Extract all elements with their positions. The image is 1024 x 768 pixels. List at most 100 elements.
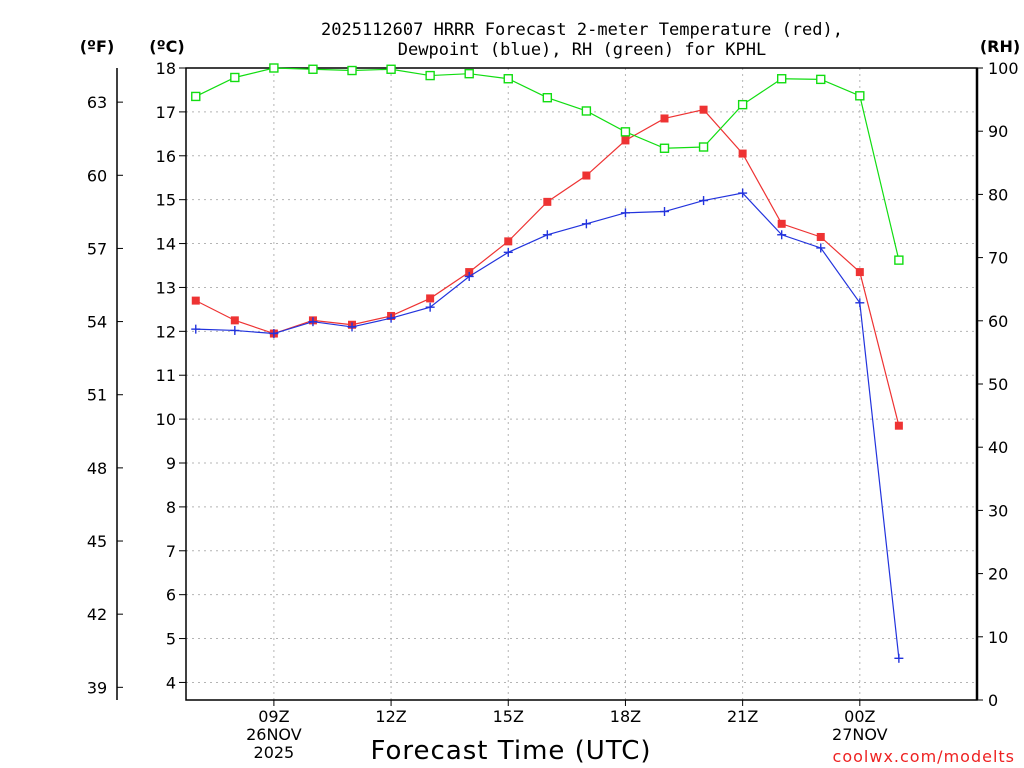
celsius-tick-label: 12 [156,322,176,341]
fahrenheit-unit-label: (ºF) [80,37,115,56]
celsius-tick-label: 11 [156,366,176,385]
rh-point [737,99,748,110]
rh-point [816,74,826,85]
celsius-tick-label: 9 [166,454,176,473]
rh-tick-label: 100 [988,59,1019,78]
fahrenheit-tick-label: 63 [87,93,107,112]
rh-point [855,91,865,101]
x-tick-label: 18Z [610,707,641,726]
dewpoint-point [308,317,318,327]
celsius-tick-label: 10 [156,410,176,429]
celsius-tick-label: 6 [166,586,176,605]
rh-point [347,65,357,76]
fahrenheit-tick-label: 48 [87,459,107,478]
celsius-unit-label: (ºC) [149,37,184,56]
celsius-tick-label: 17 [156,103,176,122]
x-tick-label: 09Z [258,707,289,726]
dewpoint-point [191,324,201,334]
rh-tick-label: 50 [988,375,1008,394]
chart-series [191,63,904,663]
celsius-tick-label: 15 [156,191,176,210]
dewpoint-point [894,653,904,663]
celsius-tick-label: 8 [166,498,176,517]
rh-point [308,64,318,74]
dewpoint-point [425,302,435,312]
celsius-tick-label: 16 [156,147,176,166]
rh-tick-label: 60 [988,312,1008,331]
rh-point [386,64,396,74]
temperature-point [660,114,669,123]
celsius-tick-label: 5 [166,630,176,649]
celsius-tick-label: 7 [166,542,176,561]
x-tick-label: 21Z [727,707,758,726]
credit-text: coolwx.com/modelts [833,747,1015,766]
rh-point [269,63,279,73]
temperature-point [816,232,825,241]
rh-tick-label: 90 [988,122,1008,141]
rh-point [894,255,904,265]
rh-point [542,93,553,103]
temperature-point [855,268,864,277]
rh-point [464,68,474,79]
rh-point [425,70,435,81]
rh-tick-label: 30 [988,501,1008,520]
x-axis-label: Forecast Time (UTC) [370,736,651,766]
temperature-point [582,171,591,180]
rh-point [776,74,787,84]
rh-unit-label: (RH) [980,37,1020,56]
rh-tick-label: 10 [988,628,1008,647]
rh-tick-label: 80 [988,185,1008,204]
dewpoint-point [620,208,630,218]
rh-point [503,74,513,84]
fahrenheit-tick-label: 54 [87,313,107,332]
rh-point [191,91,201,102]
temperature-point [426,294,435,303]
series-rh [191,63,904,265]
temperature-point [738,149,747,158]
dewpoint-point [855,298,865,308]
rh-point [620,127,631,137]
celsius-tick-label: 18 [156,59,176,78]
celsius-tick-label: 4 [166,673,176,692]
series-temperature [191,105,903,430]
chart-axes [116,67,979,701]
dewpoint-point [777,230,787,240]
dewpoint-point [542,230,552,240]
fahrenheit-tick-label: 57 [87,239,107,258]
chart-grid [186,68,977,700]
rh-tick-label: 0 [988,691,998,710]
rh-tick-label: 20 [988,565,1008,584]
temperature-point [504,237,513,246]
celsius-tick-label: 13 [156,278,176,297]
celsius-tick-label: 14 [156,235,176,254]
temperature-point [894,421,903,430]
dewpoint-point [738,188,748,198]
rh-point [581,106,592,116]
fahrenheit-tick-label: 60 [87,166,107,185]
temperature-point [621,136,630,145]
x-tick-label: 12Z [375,707,406,726]
dewpoint-point [230,325,240,335]
dewpoint-point [699,196,709,206]
temperature-point [543,197,552,206]
dewpoint-point [503,247,513,257]
dewpoint-point [816,243,826,253]
x-tick-label: 27NOV [832,725,888,744]
fahrenheit-tick-label: 39 [87,678,107,697]
x-tick-label: 2025 [254,743,295,762]
rh-point [230,72,240,83]
rh-point [659,143,670,153]
dewpoint-point [347,322,357,332]
chart-title-line1: 2025112607 HRRR Forecast 2-meter Tempera… [321,20,843,40]
dewpoint-point [581,219,591,229]
fahrenheit-tick-label: 42 [87,605,107,624]
chart-title-line2: Dewpoint (blue), RH (green) for KPHL [398,40,766,60]
dewpoint-point [269,329,279,339]
temperature-line [195,109,900,426]
temperature-point [191,296,200,305]
chart-ticks: 4567891011121314151617183942454851545760… [87,59,1019,762]
rh-tick-label: 70 [988,249,1008,268]
x-tick-label: 00Z [844,707,875,726]
rh-point [698,142,709,152]
